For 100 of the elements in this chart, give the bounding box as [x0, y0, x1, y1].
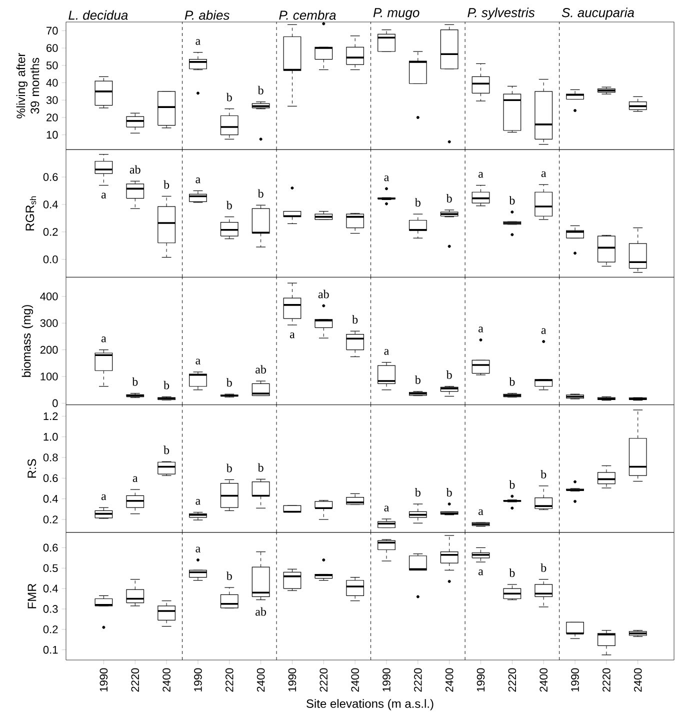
y-tick-label: 0.4: [43, 200, 58, 208]
x-tick-label: 2400: [162, 668, 170, 692]
text: b: [258, 463, 264, 472]
y-tick-label: 400: [40, 292, 58, 300]
text: a: [541, 328, 546, 334]
y-tick-label: 0.6: [43, 544, 58, 552]
text: a: [196, 178, 200, 184]
y-axis-title: FMR: [28, 584, 36, 608]
y-tick-label: 200: [40, 346, 58, 354]
text: a: [196, 39, 200, 45]
text: P. cembra: [279, 10, 336, 20]
y-tick-label: 0.4: [43, 584, 58, 592]
text: a: [384, 349, 389, 355]
text: a: [196, 358, 200, 364]
y-tick-label: 0.2: [43, 228, 58, 236]
y-tick-label: 300: [40, 319, 58, 328]
text: a: [196, 546, 200, 552]
text: b: [509, 196, 515, 205]
text: b: [446, 194, 452, 202]
text: P. abies: [184, 10, 230, 20]
text: b: [164, 180, 170, 189]
y-axis-title: R:S: [28, 459, 36, 478]
y-tick-label: 0: [52, 399, 58, 408]
text: a: [290, 332, 295, 338]
x-axis-title: Site elevations (m a.s.l.): [306, 699, 434, 710]
text: ab: [318, 290, 329, 298]
x-tick-label: 2400: [540, 668, 548, 692]
x-tick-label: 2400: [445, 668, 454, 692]
y-tick-label: 1.0: [44, 432, 58, 441]
y-tick-label: 40: [46, 78, 58, 87]
text: b: [226, 92, 232, 102]
text: a: [478, 326, 484, 332]
text: a: [101, 192, 106, 199]
x-tick-label: 2220: [508, 668, 516, 692]
text: a: [478, 570, 484, 576]
x-tick-label: 1990: [382, 668, 390, 692]
x-tick-label: 1990: [476, 668, 485, 692]
x-tick-label: 2220: [131, 668, 140, 692]
text: b: [509, 568, 515, 577]
text: b: [414, 198, 420, 207]
text: ab: [256, 365, 266, 374]
text: b: [352, 315, 358, 324]
text: a: [196, 499, 200, 505]
y-tick-label: 20: [46, 114, 58, 122]
y-tick-label: 70: [46, 26, 58, 35]
y-tick-label: 0.3: [43, 605, 58, 613]
x-tick-label: 2220: [414, 668, 422, 692]
text: P. sylvestris: [468, 8, 535, 20]
text: a: [101, 336, 106, 342]
text: a: [478, 509, 484, 516]
y-tick-label: 0.6: [43, 474, 58, 482]
y-tick-label: 0.4: [43, 494, 58, 503]
x-tick-label: 2400: [351, 668, 359, 692]
y-tick-label: 0.1: [43, 646, 58, 654]
text: b: [226, 572, 232, 580]
y-tick-label: 0.6: [43, 173, 58, 181]
y-tick-label: 0.2: [43, 625, 58, 634]
text: b: [164, 446, 170, 454]
y-axis-title: RGR$_{sh}$: [26, 196, 36, 230]
y-tick-label: 50: [46, 61, 58, 70]
x-tick-label: 2400: [634, 668, 642, 692]
text: a: [132, 476, 138, 482]
text: b: [258, 86, 264, 94]
text: b: [258, 189, 264, 198]
text: b: [414, 488, 420, 496]
y-tick-label: 100: [40, 372, 58, 380]
text: ab: [130, 165, 140, 174]
x-tick-label: 1990: [100, 668, 108, 692]
text: b: [226, 464, 232, 472]
text: a: [101, 494, 106, 500]
x-tick-label: 1990: [571, 668, 579, 692]
text: b: [540, 563, 546, 572]
y-tick-label: 30: [46, 96, 58, 104]
y-tick-label: 0.8: [43, 454, 58, 462]
y-tick-label: 60: [46, 44, 58, 52]
text: b: [540, 470, 546, 478]
text: b: [446, 488, 452, 496]
x-tick-label: 2220: [602, 668, 610, 692]
y-tick-label: 0.2: [43, 516, 58, 524]
x-tick-label: 2400: [256, 668, 265, 692]
text: b: [226, 378, 232, 387]
text: b: [509, 377, 515, 386]
x-tick-label: 1990: [288, 668, 296, 692]
text: b: [226, 200, 232, 210]
x-tick-label: 2220: [225, 668, 234, 692]
y-axis-title: biomass (mg): [22, 305, 34, 377]
y-tick-label: 10: [46, 130, 58, 139]
text: a: [541, 171, 546, 178]
text: L. decidua: [68, 10, 128, 20]
y-axis-title: %living after 39 months: [16, 52, 40, 118]
text: S. aucuparia: [562, 8, 634, 20]
x-tick-label: 1990: [194, 668, 202, 692]
y-tick-label: 1.2: [44, 412, 58, 420]
text: b: [446, 370, 452, 379]
text: b: [132, 377, 138, 386]
text: b: [414, 376, 420, 384]
x-tick-label: 2220: [320, 668, 328, 692]
text: ab: [256, 607, 266, 616]
text: a: [384, 175, 389, 182]
y-tick-label: 0.5: [43, 564, 58, 572]
